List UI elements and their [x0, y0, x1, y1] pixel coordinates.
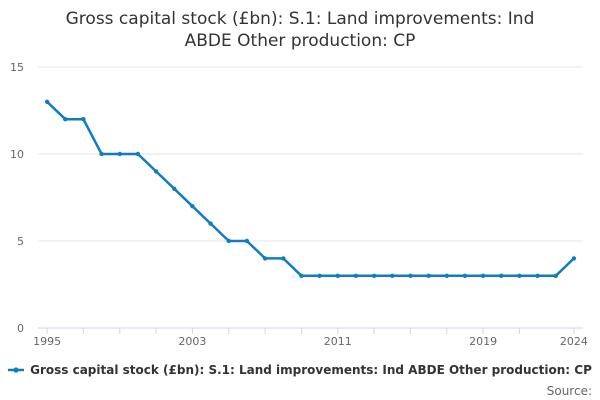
data-point-marker[interactable] [371, 273, 377, 278]
legend-line-marker-icon [8, 364, 25, 376]
y-tick-label: 5 [17, 235, 24, 248]
data-point-marker[interactable] [153, 169, 159, 174]
data-point-marker[interactable] [81, 117, 86, 122]
data-point-marker[interactable] [44, 99, 50, 105]
data-point-marker[interactable] [553, 273, 558, 278]
data-point-marker[interactable] [135, 151, 141, 157]
legend-item[interactable]: Gross capital stock (£bn): S.1: Land imp… [0, 363, 600, 377]
y-tick-label: 10 [10, 148, 24, 161]
data-point-marker[interactable] [190, 204, 195, 209]
data-point-marker[interactable] [172, 186, 177, 191]
x-tick-label: 2019 [469, 335, 497, 348]
x-tick-label: 2011 [324, 335, 352, 348]
x-tick-label: 1995 [33, 335, 61, 348]
data-point-marker[interactable] [408, 273, 413, 278]
y-tick-label: 0 [17, 322, 24, 335]
chart-title: Gross capital stock (£bn): S.1: Land imp… [0, 8, 600, 52]
data-point-marker[interactable] [299, 273, 304, 278]
data-point-marker[interactable] [426, 273, 431, 278]
data-point-marker[interactable] [535, 273, 540, 278]
data-point-marker[interactable] [244, 238, 250, 244]
data-point-marker[interactable] [571, 256, 577, 261]
data-point-marker[interactable] [390, 273, 395, 278]
data-point-marker[interactable] [517, 273, 522, 278]
data-point-marker[interactable] [462, 273, 468, 278]
data-point-marker[interactable] [335, 273, 340, 278]
data-point-marker[interactable] [480, 273, 486, 278]
data-point-marker[interactable] [226, 238, 231, 244]
data-point-marker[interactable] [117, 151, 123, 157]
data-point-marker[interactable] [262, 256, 268, 261]
data-point-marker[interactable] [99, 151, 104, 157]
legend-label: Gross capital stock (£bn): S.1: Land imp… [30, 363, 592, 377]
series-line [45, 100, 576, 278]
y-tick-label: 15 [10, 61, 24, 74]
x-tick-label: 2003 [178, 335, 206, 348]
data-point-marker[interactable] [353, 273, 359, 278]
chart-title-line1: Gross capital stock (£bn): S.1: Land imp… [65, 9, 535, 29]
data-point-marker[interactable] [208, 221, 213, 226]
data-point-marker[interactable] [63, 117, 68, 122]
x-tick-label: 2024 [560, 335, 588, 348]
data-point-marker[interactable] [317, 273, 322, 278]
data-point-marker[interactable] [281, 256, 286, 261]
data-point-marker[interactable] [444, 273, 449, 278]
data-point-marker[interactable] [499, 273, 504, 278]
source-label: Source: [546, 384, 592, 398]
chart-title-line2: ABDE Other production: CP [184, 31, 416, 51]
